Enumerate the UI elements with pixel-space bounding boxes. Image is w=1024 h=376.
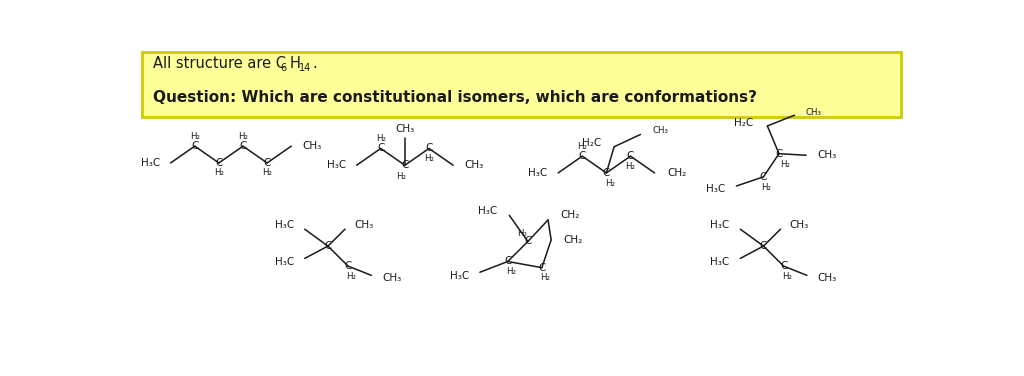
Text: CH₃: CH₃ <box>790 220 809 229</box>
Text: CH₃: CH₃ <box>395 124 415 134</box>
Text: C: C <box>603 168 610 178</box>
Text: CH₃: CH₃ <box>817 150 837 160</box>
Text: C: C <box>780 261 787 271</box>
Text: H₃C: H₃C <box>274 220 294 229</box>
Text: C: C <box>215 158 222 168</box>
Text: H₂: H₂ <box>238 132 248 141</box>
Text: H₃C: H₃C <box>450 271 469 281</box>
Text: H₂: H₂ <box>626 162 636 171</box>
Text: C: C <box>191 141 199 151</box>
Text: H₃C: H₃C <box>274 257 294 267</box>
Text: H₃C: H₃C <box>528 168 547 178</box>
FancyBboxPatch shape <box>142 52 901 117</box>
Text: C: C <box>760 172 767 182</box>
Text: H₂: H₂ <box>517 229 526 238</box>
Text: H₃C: H₃C <box>711 257 729 267</box>
Text: H₃C: H₃C <box>711 220 729 229</box>
Text: C: C <box>760 241 767 251</box>
Text: C: C <box>263 158 270 168</box>
Text: All structure are C: All structure are C <box>153 56 286 71</box>
Text: CH₂: CH₂ <box>560 210 580 220</box>
Text: H₂: H₂ <box>189 132 200 141</box>
Text: H₂: H₂ <box>780 160 791 169</box>
Text: H₃C: H₃C <box>477 206 497 216</box>
Text: H₂: H₂ <box>262 168 272 177</box>
Text: H₃C: H₃C <box>327 160 346 170</box>
Text: H₃C: H₃C <box>140 158 160 168</box>
Text: CH₂: CH₂ <box>667 168 686 178</box>
Text: 6: 6 <box>281 63 287 73</box>
Text: CH₂: CH₂ <box>563 235 583 245</box>
Text: CH₃: CH₃ <box>818 273 837 284</box>
Text: H₂: H₂ <box>346 271 356 280</box>
Text: H₂: H₂ <box>540 273 550 282</box>
Text: CH₃: CH₃ <box>464 160 483 170</box>
Text: C: C <box>775 149 782 159</box>
Text: 14: 14 <box>299 63 310 73</box>
Text: C: C <box>524 237 531 247</box>
Text: H₂: H₂ <box>506 267 516 276</box>
Text: CH₃: CH₃ <box>382 273 401 284</box>
Text: CH₃: CH₃ <box>354 220 374 229</box>
Text: C: C <box>344 261 352 271</box>
Text: Question: Which are constitutional isomers, which are conformations?: Question: Which are constitutional isome… <box>153 90 757 105</box>
Text: H₂C: H₂C <box>734 118 754 128</box>
Text: H₂: H₂ <box>376 134 386 143</box>
Text: C: C <box>401 160 409 170</box>
Text: H: H <box>289 56 300 71</box>
Text: C: C <box>325 241 332 251</box>
Text: H₂C: H₂C <box>583 138 602 148</box>
Text: H₂: H₂ <box>396 171 406 180</box>
Text: .: . <box>312 56 317 71</box>
Text: C: C <box>425 144 433 153</box>
Text: H₂: H₂ <box>781 271 792 280</box>
Text: C: C <box>579 151 586 161</box>
Text: C: C <box>539 263 546 273</box>
Text: CH₃: CH₃ <box>653 126 669 135</box>
Text: H₂: H₂ <box>762 183 772 192</box>
Text: H₂: H₂ <box>578 142 587 151</box>
Text: H₂: H₂ <box>424 154 434 163</box>
Text: CH₃: CH₃ <box>302 141 322 151</box>
Text: C: C <box>504 256 511 267</box>
Text: H₃C: H₃C <box>707 184 726 194</box>
Text: H₂: H₂ <box>605 179 615 188</box>
Text: H₂: H₂ <box>214 168 224 177</box>
Text: C: C <box>240 141 247 151</box>
Text: C: C <box>627 151 634 161</box>
Text: C: C <box>377 144 384 153</box>
Text: CH₃: CH₃ <box>805 108 821 117</box>
